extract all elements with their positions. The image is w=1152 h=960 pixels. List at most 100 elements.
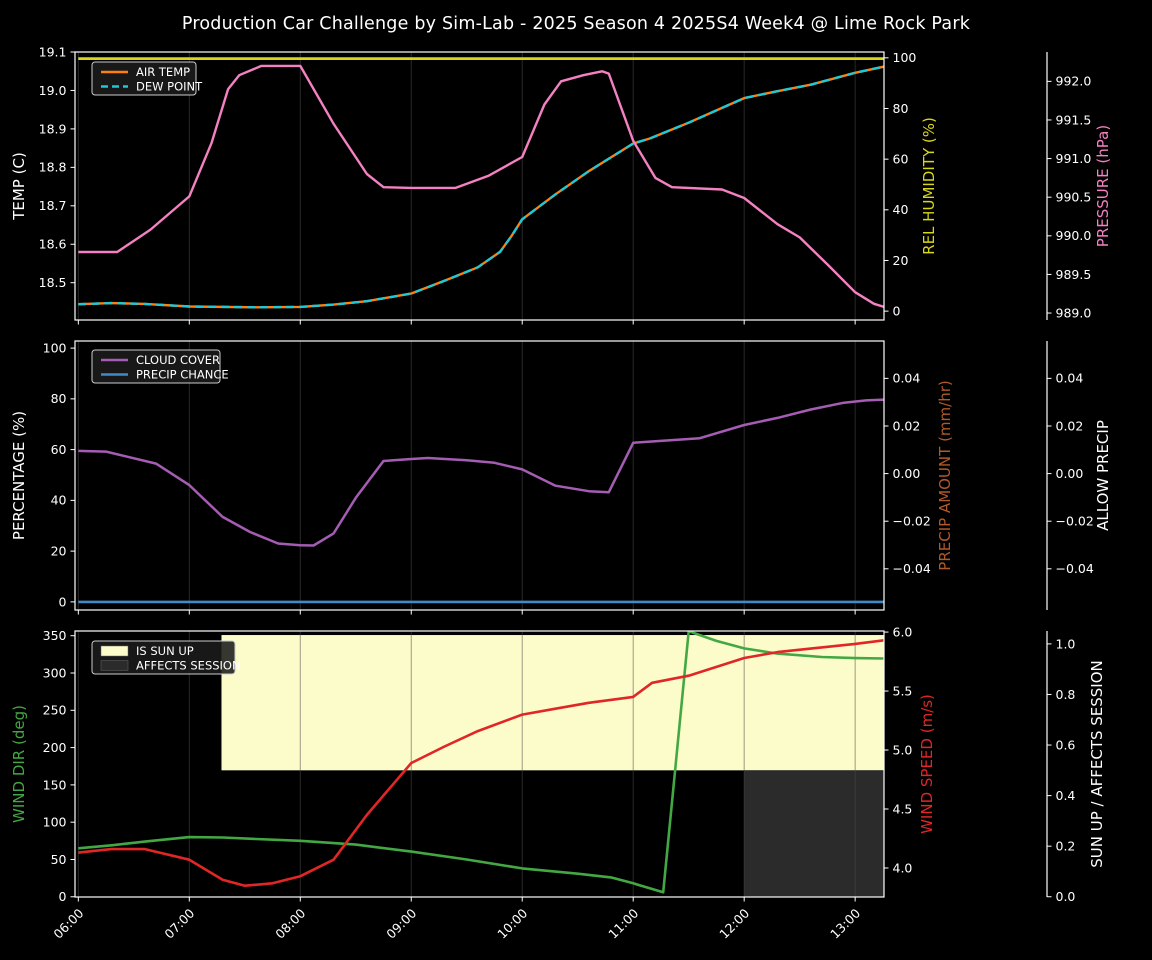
sun-tick-label: 1.0 bbox=[1056, 636, 1076, 651]
pamt-tick-label: 0.00 bbox=[893, 466, 921, 481]
deg-tick-label: 150 bbox=[43, 777, 67, 792]
legend-swatch bbox=[100, 660, 129, 671]
cloud-cover-line bbox=[78, 398, 884, 547]
spd-axis-label: WIND SPEED (m/s) bbox=[918, 694, 936, 834]
allow-axis-label: ALLOW PRECIP bbox=[1094, 420, 1112, 531]
humidity-tick-label: 40 bbox=[893, 202, 909, 217]
deg-tick-label: 300 bbox=[43, 665, 67, 680]
humidity-tick-label: 20 bbox=[893, 253, 909, 268]
temp-tick-label: 18.5 bbox=[39, 275, 67, 290]
legend-label: PRECIP CHANCE bbox=[136, 368, 229, 382]
x-tick-label: 12:00 bbox=[716, 905, 752, 941]
humidity-tick-label: 80 bbox=[893, 101, 909, 116]
spd-tick-label: 6.0 bbox=[893, 624, 913, 639]
pct-tick-label: 40 bbox=[51, 493, 67, 508]
wind-sun-panel: 06:00 07:00 08:00 09:00 10:00 11:00 12:00 13:00… bbox=[10, 624, 1106, 941]
wind-dir-line bbox=[78, 631, 884, 894]
temp-tick-label: 18.6 bbox=[39, 237, 67, 252]
pressure-tick-label: 991.0 bbox=[1056, 151, 1092, 166]
chart-title: Production Car Challenge by Sim-Lab - 20… bbox=[181, 14, 971, 34]
pressure-tick-label: 989.5 bbox=[1056, 267, 1092, 282]
pct-tick-label: 80 bbox=[51, 391, 67, 406]
temp-humidity-pressure-panel: 18.5 18.6 18.7 18.8 18.9 19.0 19.1 TEMP (C) 0 20 4… bbox=[10, 44, 1112, 325]
pressure-tick-label: 989.0 bbox=[1056, 305, 1092, 320]
sun-tick-label: 0.2 bbox=[1056, 839, 1076, 854]
deg-tick-label: 100 bbox=[43, 815, 67, 830]
pressure-tick-label: 992.0 bbox=[1056, 74, 1092, 89]
panel-frame bbox=[74, 340, 885, 611]
sun-tick-label: 0.6 bbox=[1056, 737, 1076, 752]
humidity-tick-label: 60 bbox=[893, 152, 909, 167]
pct-tick-label: 60 bbox=[51, 442, 67, 457]
legend-label: AIR TEMP bbox=[136, 65, 190, 79]
sun-tick-label: 0.4 bbox=[1056, 788, 1076, 803]
pct-tick-label: 0 bbox=[59, 594, 67, 609]
spd-tick-label: 5.5 bbox=[893, 683, 913, 698]
pamt-axis-label: PRECIP AMOUNT (mm/hr) bbox=[936, 380, 954, 570]
wind-speed-line bbox=[78, 639, 884, 888]
spd-tick-label: 5.0 bbox=[893, 742, 913, 757]
temp-tick-label: 19.1 bbox=[39, 44, 67, 59]
legend-label: AFFECTS SESSION bbox=[136, 659, 241, 673]
panel-frame bbox=[74, 51, 885, 321]
pct-axis-label: PERCENTAGE (%) bbox=[10, 411, 28, 540]
legend-label: DEW POINT bbox=[136, 80, 203, 94]
pct-tick-label: 20 bbox=[51, 543, 67, 558]
deg-tick-label: 0 bbox=[59, 889, 67, 904]
allow-tick-label: −0.04 bbox=[1056, 561, 1094, 576]
pressure-tick-label: 990.0 bbox=[1056, 228, 1092, 243]
panel-frame bbox=[74, 630, 885, 898]
pamt-tick-label: 0.04 bbox=[893, 371, 921, 386]
humidity-tick-label: 0 bbox=[893, 304, 901, 319]
pressure-line bbox=[78, 64, 884, 309]
temp-axis-label: TEMP (C) bbox=[10, 152, 28, 221]
legend-label: CLOUD COVER bbox=[136, 353, 220, 367]
allow-tick-label: −0.02 bbox=[1056, 514, 1094, 529]
pct-tick-label: 100 bbox=[43, 340, 67, 355]
air-temp-line bbox=[78, 65, 884, 309]
x-tick-label: 08:00 bbox=[272, 905, 308, 941]
pamt-tick-label: −0.04 bbox=[893, 561, 931, 576]
x-tick-label: 10:00 bbox=[494, 905, 530, 941]
temp-tick-label: 18.7 bbox=[39, 198, 67, 213]
cloud-precip-panel: 0 20 40 60 80 100 PERCENTAGE (%) −0.04 −0.02 0.00… bbox=[10, 340, 1112, 615]
pamt-tick-label: 0.02 bbox=[893, 418, 921, 433]
pressure-tick-label: 990.5 bbox=[1056, 190, 1092, 205]
allow-tick-label: 0.02 bbox=[1056, 418, 1084, 433]
pressure-tick-label: 991.5 bbox=[1056, 112, 1092, 127]
spd-tick-label: 4.0 bbox=[893, 860, 913, 875]
deg-tick-label: 50 bbox=[51, 852, 67, 867]
pamt-tick-label: −0.02 bbox=[893, 514, 931, 529]
humidity-axis-label: REL HUMIDITY (%) bbox=[920, 117, 938, 255]
dew-point-line bbox=[78, 65, 884, 309]
sun-axis-label: SUN UP / AFFECTS SESSION bbox=[1088, 660, 1106, 868]
deg-tick-label: 250 bbox=[43, 703, 67, 718]
x-tick-label: 07:00 bbox=[161, 905, 197, 941]
x-tick-label: 09:00 bbox=[383, 905, 419, 941]
sun-up-band bbox=[221, 635, 884, 771]
humidity-tick-label: 100 bbox=[893, 50, 917, 65]
deg-tick-label: 200 bbox=[43, 740, 67, 755]
x-tick-label: 11:00 bbox=[605, 905, 641, 941]
legend-swatch bbox=[100, 645, 129, 657]
allow-tick-label: 0.00 bbox=[1056, 466, 1084, 481]
temp-tick-label: 18.9 bbox=[39, 121, 67, 136]
temp-tick-label: 19.0 bbox=[39, 83, 67, 98]
x-tick-label: 06:00 bbox=[50, 905, 86, 941]
spd-tick-label: 4.5 bbox=[893, 801, 913, 816]
deg-tick-label: 350 bbox=[43, 628, 67, 643]
legend-label: IS SUN UP bbox=[136, 644, 194, 658]
pressure-axis-label: PRESSURE (hPa) bbox=[1094, 125, 1112, 247]
affects-session-band bbox=[744, 770, 884, 897]
x-tick-label: 13:00 bbox=[827, 905, 863, 941]
temp-tick-label: 18.8 bbox=[39, 160, 67, 175]
sun-tick-label: 0.8 bbox=[1056, 687, 1076, 702]
allow-tick-label: 0.04 bbox=[1056, 371, 1084, 386]
deg-axis-label: WIND DIR (deg) bbox=[10, 705, 28, 823]
sun-tick-label: 0.0 bbox=[1056, 889, 1076, 904]
